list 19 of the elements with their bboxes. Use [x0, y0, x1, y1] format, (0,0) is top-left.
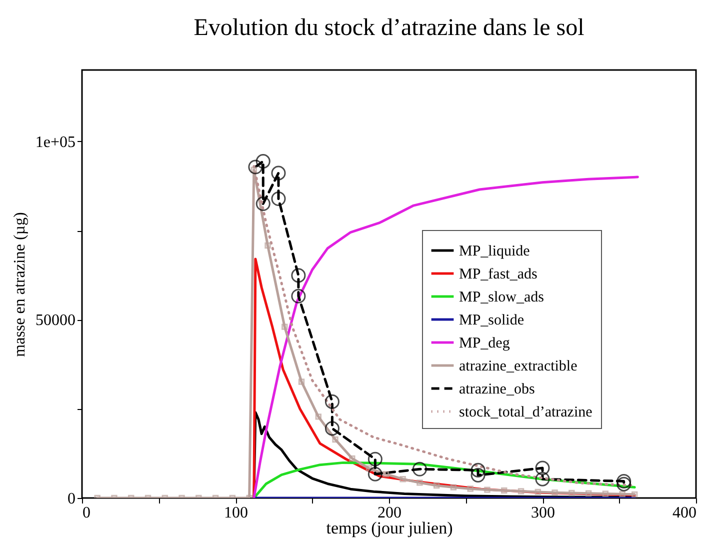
y-tick-label: 0: [68, 490, 76, 508]
x-tick-label: 300: [531, 504, 555, 522]
legend-label: atrazine_obs: [459, 382, 535, 398]
legend-label: MP_liquide: [459, 244, 530, 260]
y-axis-title: masse en atrazine (µg): [11, 212, 28, 357]
legend-label: MP_solide: [459, 312, 524, 328]
legend-label: atrazine_extractible: [459, 358, 578, 374]
y-tick-label: 50000: [36, 312, 76, 330]
x-tick-label: 400: [672, 504, 696, 522]
y-tick-label: 1e+05: [35, 134, 76, 151]
x-tick-label: 0: [82, 504, 90, 522]
legend-label: stock_total_d’atrazine: [459, 404, 593, 420]
legend-label: MP_fast_ads: [459, 266, 538, 282]
chart-title: Evolution du stock d’atrazine dans le sol: [194, 15, 585, 41]
x-tick-label: 200: [378, 504, 402, 522]
legend-label: MP_slow_ads: [459, 290, 544, 306]
x-tick-label: 100: [224, 504, 248, 522]
legend-label: MP_deg: [459, 336, 510, 352]
x-axis-title: temps (jour julien): [326, 518, 453, 538]
